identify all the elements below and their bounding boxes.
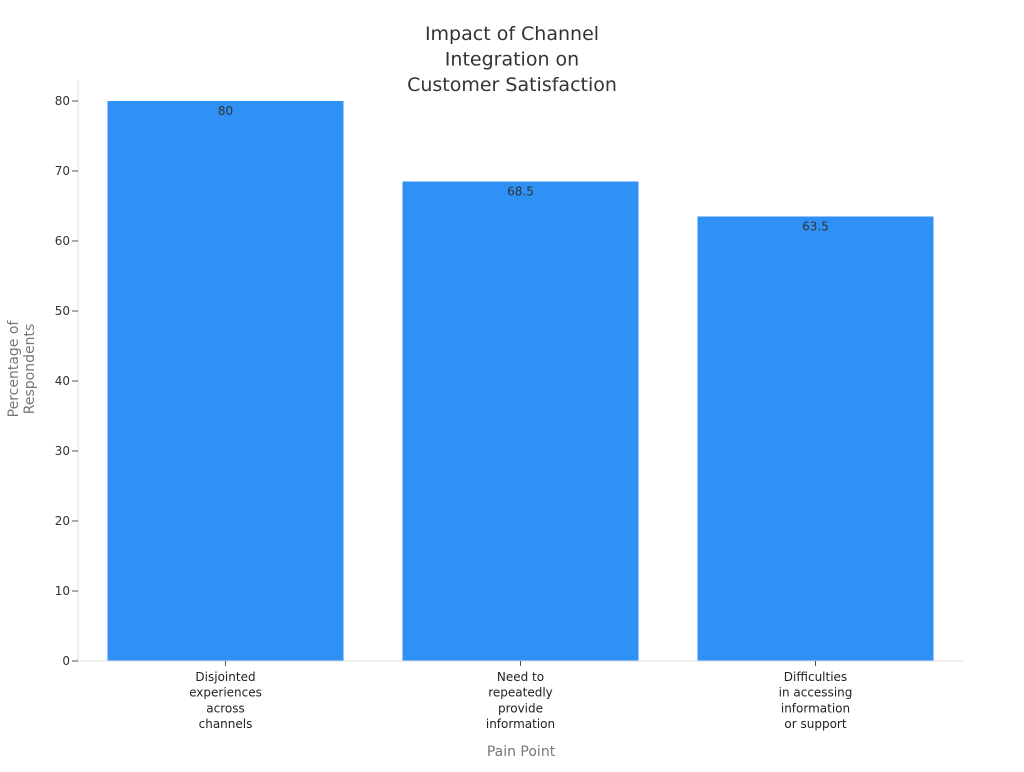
y-axis-title: Percentage ofRespondents xyxy=(6,320,38,418)
chart-title-line: Integration on xyxy=(445,49,579,71)
y-tick-label: 80 xyxy=(55,94,70,108)
data-label: 63.5 xyxy=(802,220,829,234)
y-tick-label: 20 xyxy=(55,514,70,528)
x-tick-label-line: Difficulties xyxy=(784,670,847,684)
y-tick-label: 10 xyxy=(55,584,70,598)
chart-title-line: Customer Satisfaction xyxy=(407,74,617,96)
y-ticks: 0 10 20 30 40 50 60 70 80 xyxy=(55,94,78,668)
bar xyxy=(402,181,639,661)
y-tick-label: 30 xyxy=(55,444,70,458)
bar xyxy=(107,101,344,661)
bar xyxy=(697,216,934,661)
x-tick-label: Disjointed experiences across channels xyxy=(189,670,262,731)
y-tick-label: 70 xyxy=(55,164,70,178)
y-tick-label: 0 xyxy=(62,654,70,668)
x-tick-label: Need to repeatedly provide information xyxy=(486,670,555,731)
y-axis-title-line: Percentage of xyxy=(6,320,22,418)
x-tick-label-line: or support xyxy=(784,717,846,731)
y-tick-label: 40 xyxy=(55,374,70,388)
data-label: 68.5 xyxy=(507,185,534,199)
y-tick-label: 60 xyxy=(55,234,70,248)
x-tick-label-line: Disjointed xyxy=(195,670,255,684)
chart-title-text: Impact of Channel Integration on Customer … xyxy=(407,23,617,96)
x-tick-label: Difficulties in accessing information or su… xyxy=(779,670,853,731)
x-tick-label-line: across xyxy=(206,701,244,715)
x-tick-label-line: in accessing xyxy=(779,686,853,700)
x-tick-label-line: provide xyxy=(498,701,543,715)
data-label: 80 xyxy=(218,104,233,118)
chart-title: Impact of Channel Integration on Customer … xyxy=(407,23,617,96)
x-axis-title-text: Pain Point xyxy=(487,744,556,760)
x-tick-label-line: information xyxy=(781,701,850,715)
chart-title-line: Impact of Channel xyxy=(425,23,599,45)
x-tick-label-line: experiences xyxy=(189,686,262,700)
x-axis-title: Pain Point xyxy=(487,744,556,760)
y-tick-label: 50 xyxy=(55,304,70,318)
bars: 80 68.5 63.5 xyxy=(107,101,934,661)
x-tick-label-line: channels xyxy=(199,717,253,731)
x-tick-label-line: information xyxy=(486,717,555,731)
y-axis-title-text: Percentage ofRespondents xyxy=(6,320,38,418)
x-tick-labels: Disjointed experiences across channels Need … xyxy=(189,661,852,731)
x-tick-label-line: repeatedly xyxy=(488,686,553,700)
y-axis-title-line: Respondents xyxy=(22,324,38,415)
x-tick-label-line: Need to xyxy=(497,670,544,684)
